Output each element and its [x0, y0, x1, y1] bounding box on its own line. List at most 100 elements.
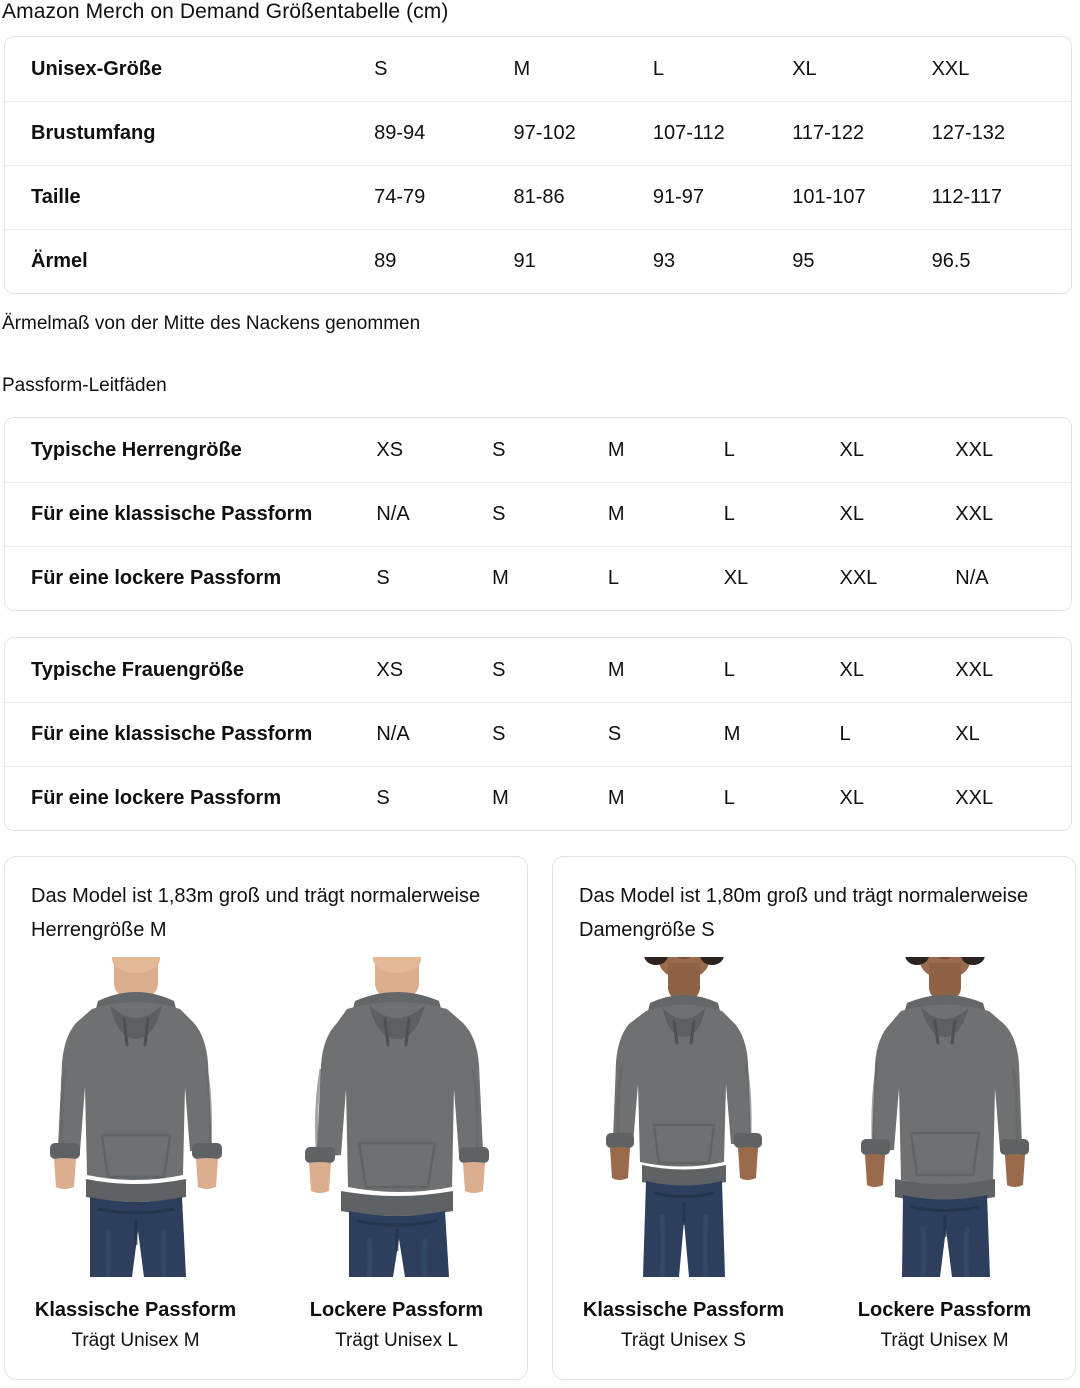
row-label-women-loose-fit: Für eine lockere Passform: [31, 787, 282, 809]
model-figure-loose: [266, 957, 527, 1277]
row-label-sleeve: Ärmel: [31, 250, 88, 272]
sleeve-m: 91: [513, 250, 536, 272]
women-classic-3: S: [607, 723, 622, 745]
table-row: Taille 74-79 81-86 91-97 101-107 112-117: [5, 165, 1071, 229]
row-label-typical-mens-size: Typische Herrengröße: [31, 438, 242, 461]
women-typical-xl: XL: [839, 658, 864, 681]
waist-m: 81-86: [513, 186, 565, 208]
wears-label: Trägt Unisex L: [335, 1330, 458, 1351]
row-label-waist: Taille: [31, 186, 81, 208]
row-label-typical-womens-size: Typische Frauengröße: [31, 658, 245, 681]
model-label-classic: Klassische Passform Trägt Unisex S: [553, 1295, 814, 1357]
women-typical-m: M: [607, 658, 625, 681]
men-typical-s: S: [492, 438, 506, 461]
women-typical-s: S: [492, 658, 506, 681]
women-typical-l: L: [723, 658, 735, 681]
fit-guides-heading: Passform-Leitfäden: [2, 375, 167, 396]
page-title: Amazon Merch on Demand Größentabelle (cm…: [2, 0, 449, 23]
women-typical-xs: XS: [376, 658, 404, 681]
women-classic-2: S: [492, 723, 506, 745]
women-fit-guide-table: Typische Frauengröße XS S M L XL XXL Für…: [4, 637, 1072, 831]
fit-label: Lockere Passform: [857, 1299, 1032, 1321]
waist-s: 74-79: [374, 186, 426, 208]
table-header-size-m: M: [513, 57, 531, 80]
unisex-size-table: Unisex-Größe S M L XL XXL Brustumfang 89…: [4, 36, 1072, 294]
waist-xl: 101-107: [792, 186, 866, 208]
waist-xxl: 112-117: [931, 186, 1003, 208]
fit-label: Lockere Passform: [309, 1299, 484, 1321]
sleeve-measurement-note: Ärmelmaß von der Mitte des Nackens genom…: [2, 313, 421, 334]
female-model-loose-fit-image: [844, 957, 1045, 1277]
chest-xxl: 127-132: [931, 122, 1005, 144]
table-row: Für eine lockere Passform S M L XL XXL N…: [5, 546, 1071, 610]
table-row: Für eine klassische Passform N/A S S M L…: [5, 702, 1071, 766]
table-header-size-xl: XL: [792, 57, 817, 80]
fit-label: Klassische Passform: [582, 1299, 785, 1321]
men-loose-5: XXL: [839, 567, 878, 589]
chest-xl: 117-122: [792, 122, 865, 144]
women-classic-1: N/A: [376, 723, 410, 745]
model-labels-row: Klassische Passform Trägt Unisex S Locke…: [553, 1295, 1075, 1357]
sleeve-l: 93: [652, 250, 676, 272]
model-figure-classic: [5, 957, 266, 1277]
men-loose-1: S: [376, 567, 390, 589]
table-header-label: Unisex-Größe: [31, 57, 163, 80]
table-row: Ärmel 89 91 93 95 96.5: [5, 229, 1071, 293]
model-labels-row: Klassische Passform Trägt Unisex M Locke…: [5, 1295, 527, 1357]
table-row: Für eine klassische Passform N/A S M L X…: [5, 482, 1071, 546]
chest-s: 89-94: [374, 122, 426, 144]
model-label-loose: Lockere Passform Trägt Unisex L: [266, 1295, 527, 1357]
wears-label: Trägt Unisex S: [621, 1330, 746, 1351]
model-card-men: Das Model ist 1,83m groß und trägt norma…: [4, 856, 528, 1380]
fit-label: Klassische Passform: [34, 1299, 237, 1321]
model-card-women: Das Model ist 1,80m groß und trägt norma…: [552, 856, 1076, 1380]
women-classic-5: L: [839, 723, 851, 745]
men-typical-l: L: [723, 438, 735, 461]
men-classic-2: S: [492, 503, 506, 525]
row-label-men-classic-fit: Für eine klassische Passform: [31, 503, 313, 525]
table-header-size-xxl: XXL: [931, 57, 970, 80]
men-loose-6: N/A: [955, 567, 989, 589]
sleeve-xxl: 96.5: [931, 250, 971, 272]
female-model-classic-fit-image: [583, 957, 784, 1277]
women-classic-6: XL: [955, 723, 980, 745]
chest-l: 107-112: [652, 122, 725, 144]
table-header-row: Unisex-Größe S M L XL XXL: [5, 37, 1071, 101]
model-card-caption: Das Model ist 1,80m groß und trägt norma…: [579, 885, 1029, 941]
model-figure-classic: [553, 957, 814, 1277]
women-loose-2: M: [492, 787, 509, 809]
model-figure-loose: [814, 957, 1075, 1277]
men-classic-3: M: [607, 503, 625, 525]
wears-label: Trägt Unisex M: [71, 1330, 200, 1351]
men-classic-4: L: [723, 503, 735, 525]
sleeve-xl: 95: [792, 250, 815, 272]
model-label-classic: Klassische Passform Trägt Unisex M: [5, 1295, 266, 1357]
men-loose-3: L: [607, 567, 620, 589]
table-header-size-s: S: [374, 57, 388, 80]
men-typical-m: M: [607, 438, 625, 461]
row-label-women-classic-fit: Für eine klassische Passform: [31, 723, 313, 745]
women-typical-xxl: XXL: [955, 658, 994, 681]
men-classic-6: XXL: [955, 503, 994, 525]
women-classic-4: M: [723, 723, 741, 745]
women-loose-5: XL: [839, 787, 864, 809]
model-card-caption: Das Model ist 1,83m groß und trägt norma…: [31, 885, 481, 941]
model-figures-row: [553, 957, 1075, 1277]
row-label-men-loose-fit: Für eine lockere Passform: [31, 567, 282, 589]
chest-m: 97-102: [513, 122, 576, 144]
waist-l: 91-97: [652, 186, 704, 208]
table-row: Typische Herrengröße XS S M L XL XXL: [5, 418, 1071, 482]
table-row: Für eine lockere Passform S M M L XL XXL: [5, 766, 1071, 830]
male-model-loose-fit-image: [296, 957, 497, 1277]
women-loose-6: XXL: [955, 787, 994, 809]
model-figures-row: [5, 957, 527, 1277]
women-loose-1: S: [376, 787, 390, 809]
model-label-loose: Lockere Passform Trägt Unisex M: [814, 1295, 1075, 1357]
men-typical-xs: XS: [376, 438, 404, 461]
women-loose-4: L: [723, 787, 735, 809]
women-loose-3: M: [607, 787, 625, 809]
table-row: Brustumfang 89-94 97-102 107-112 117-122…: [5, 101, 1071, 165]
men-classic-5: XL: [839, 503, 864, 525]
table-header-size-l: L: [652, 57, 664, 80]
